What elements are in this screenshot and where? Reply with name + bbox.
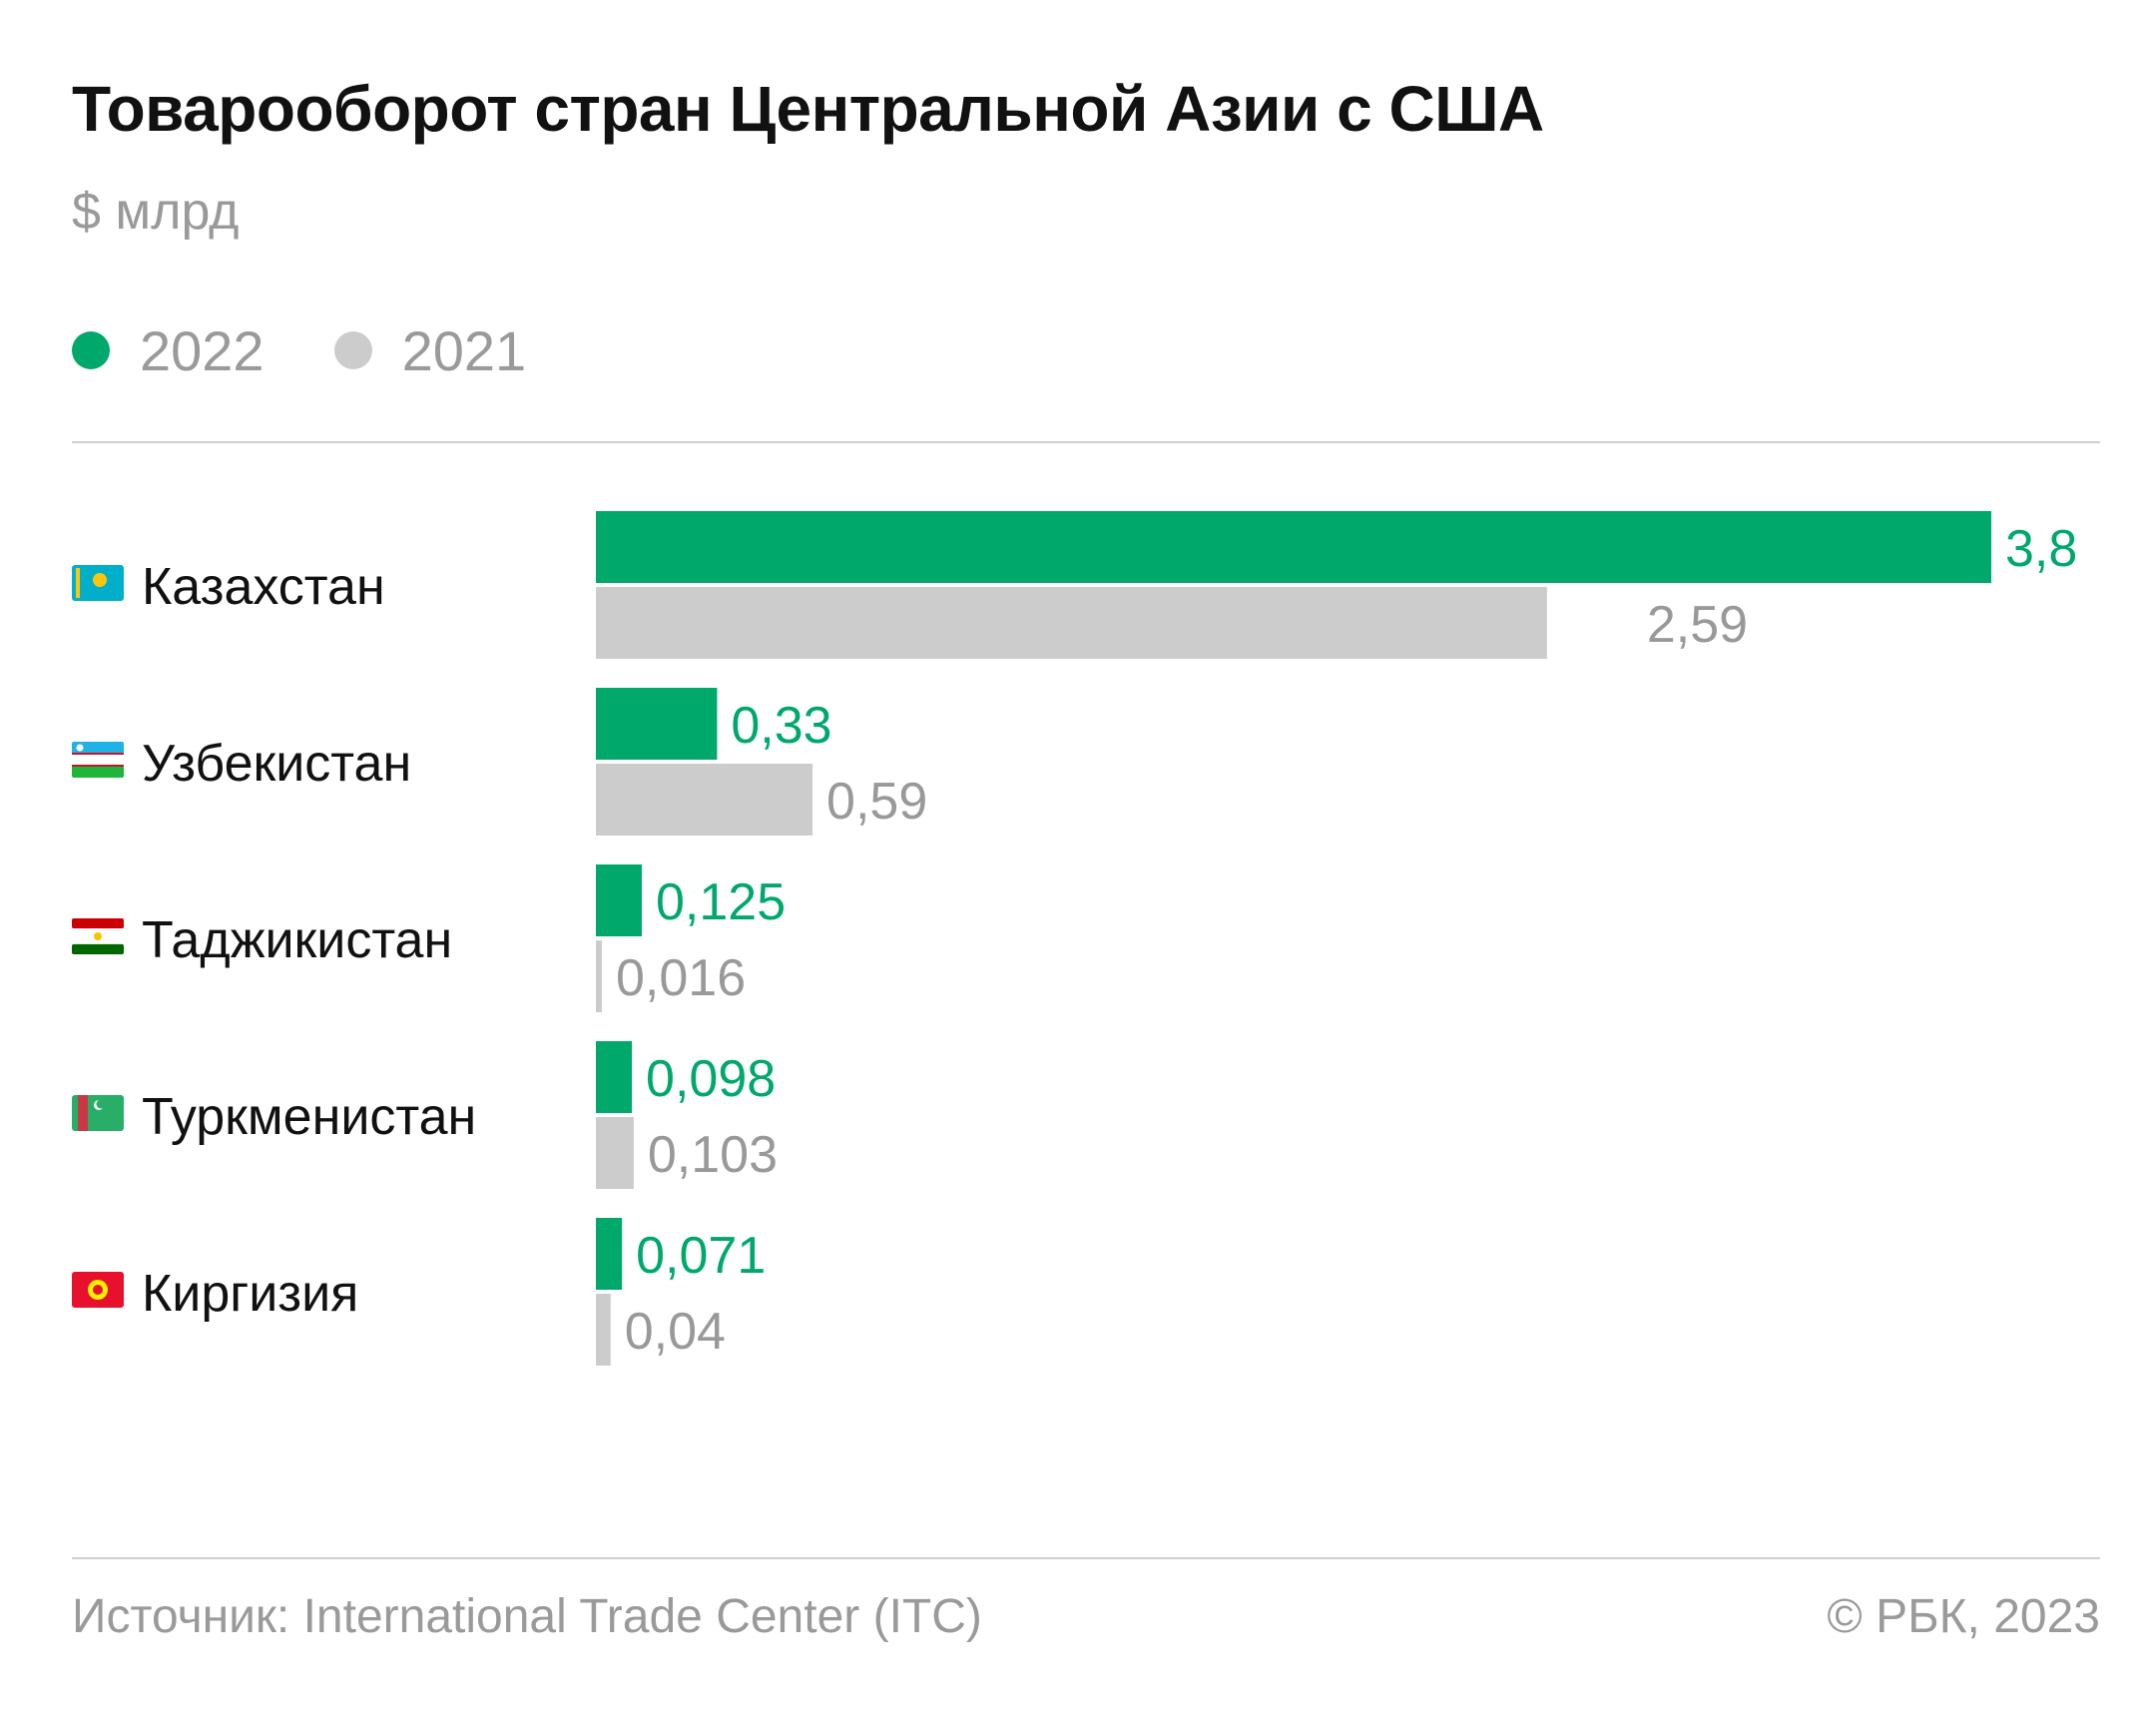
value-label-2021-2: 0,59 bbox=[826, 773, 927, 831]
value-label-2021-1: 2,59 bbox=[1647, 596, 1748, 654]
kazakhstan-flag-icon bbox=[72, 565, 124, 601]
legend-dot-icon bbox=[72, 331, 110, 369]
bar-2021-3 bbox=[596, 940, 602, 1012]
value-label-2021-4: 0,103 bbox=[648, 1126, 778, 1184]
bar-2021-2 bbox=[596, 764, 813, 836]
source-note: Источник: International Trade Center (IT… bbox=[72, 1590, 982, 1643]
bar-2022-5 bbox=[596, 1218, 623, 1290]
chart-subtitle: $ млрд bbox=[72, 183, 240, 241]
value-label-2022-4: 0,098 bbox=[646, 1050, 776, 1108]
chart-title: Товарооборот стран Центральной Азии с СШ… bbox=[72, 73, 1544, 145]
copyright-note: © РБК, 2023 bbox=[1827, 1590, 2100, 1643]
legend-dot-icon bbox=[333, 331, 372, 369]
category-label: Узбекистан bbox=[142, 735, 411, 793]
chart-legend: 2022 2021 bbox=[72, 315, 596, 385]
category-label: Киргизия bbox=[142, 1265, 358, 1323]
top-divider bbox=[72, 441, 2100, 443]
legend-item-2021: 2021 bbox=[333, 318, 527, 383]
bar-2022-2 bbox=[596, 688, 718, 760]
uzbekistan-flag-icon bbox=[72, 742, 124, 778]
value-label-2021-3: 0,016 bbox=[616, 949, 746, 1007]
bar-chart: Казахстан 3,8 2,59 Узбекистан 0,33 0,59 Таджик… bbox=[72, 511, 2077, 1366]
bar-2021-1 bbox=[596, 587, 1547, 659]
value-label-2022-1: 3,8 bbox=[2005, 520, 2077, 578]
value-label-2022-5: 0,071 bbox=[636, 1227, 766, 1285]
tajikistan-flag-icon bbox=[72, 918, 124, 954]
bar-2022-1 bbox=[596, 511, 1991, 583]
turkmenistan-flag-icon bbox=[72, 1095, 124, 1131]
bar-2022-4 bbox=[596, 1041, 633, 1113]
bottom-divider bbox=[72, 1557, 2100, 1559]
category-label: Таджикистан bbox=[142, 911, 452, 969]
legend-label: 2022 bbox=[140, 318, 265, 382]
legend-label: 2021 bbox=[401, 318, 527, 382]
value-label-2021-5: 0,04 bbox=[625, 1303, 726, 1361]
value-label-2022-2: 0,33 bbox=[731, 697, 831, 755]
category-label: Туркменистан bbox=[142, 1088, 476, 1146]
bar-2022-3 bbox=[596, 864, 642, 936]
category-label: Казахстан bbox=[142, 558, 385, 616]
legend-item-2022: 2022 bbox=[72, 318, 265, 383]
bar-2021-4 bbox=[596, 1117, 634, 1189]
kyrgyzstan-flag-icon bbox=[72, 1272, 124, 1308]
value-label-2022-3: 0,125 bbox=[656, 873, 786, 931]
bar-2021-5 bbox=[596, 1294, 611, 1366]
